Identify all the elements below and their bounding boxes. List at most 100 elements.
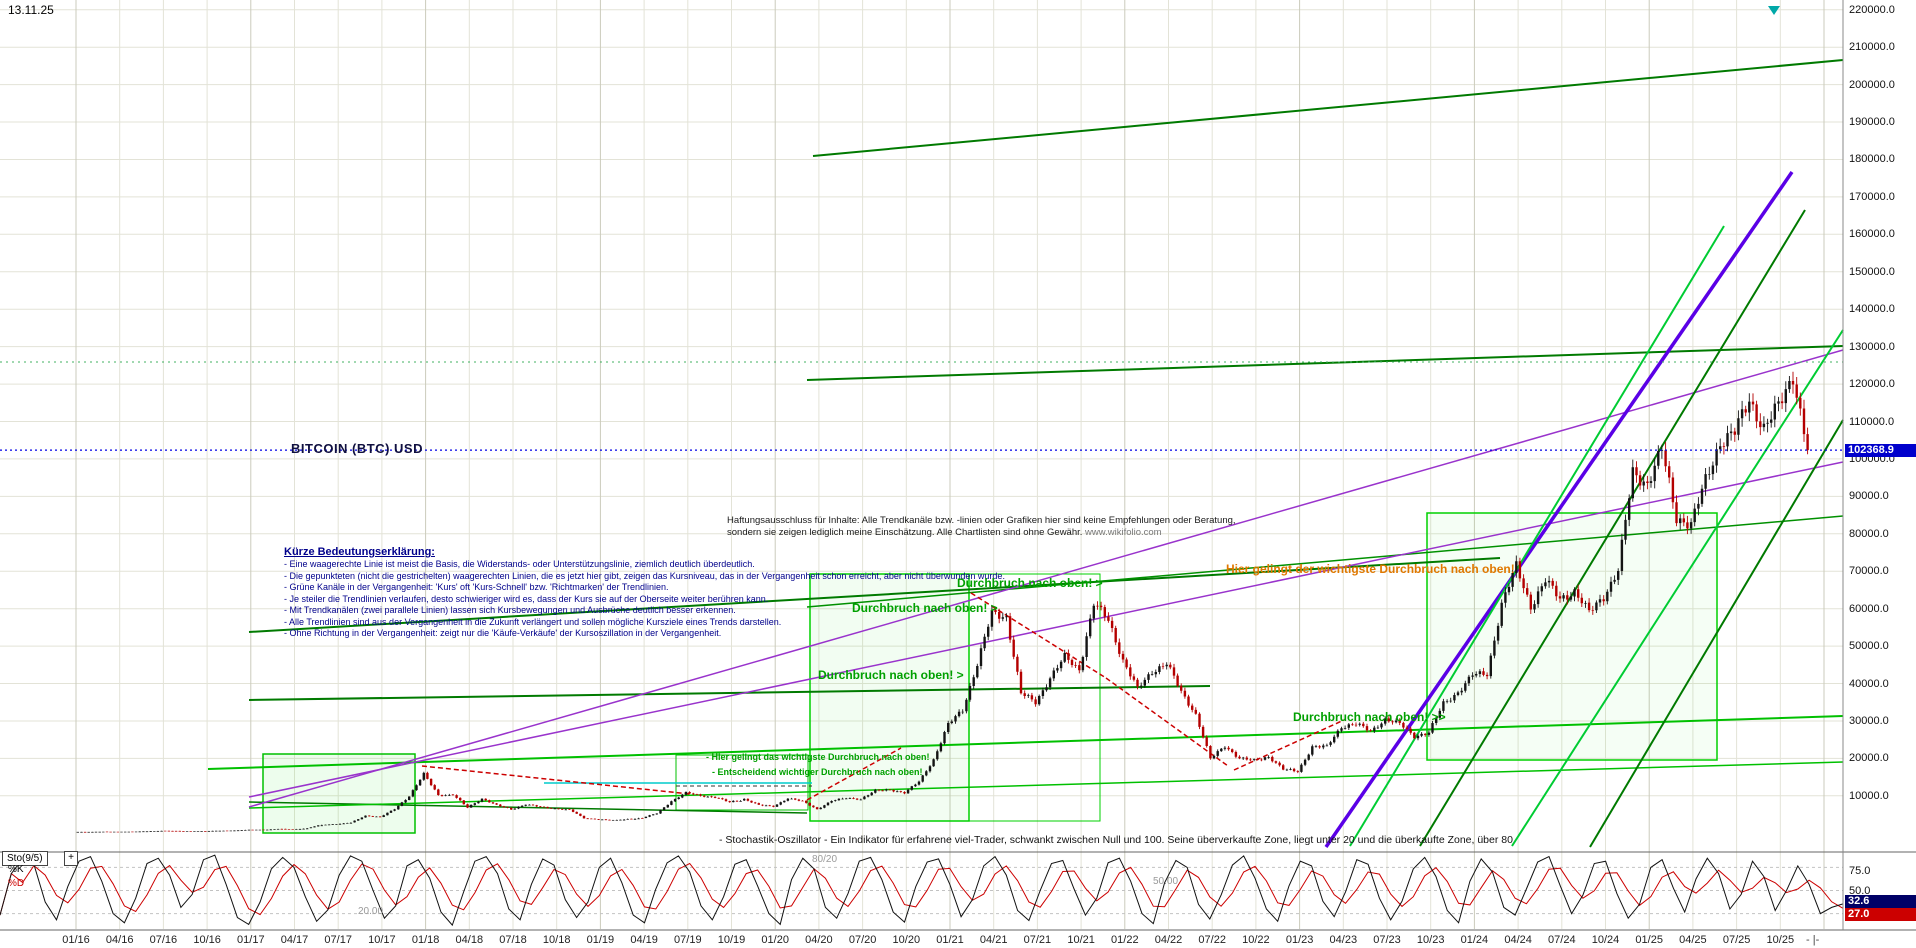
price-axis-label: 210000.0: [1849, 41, 1895, 53]
x-axis-label: 04/18: [455, 934, 484, 946]
x-axis-label: 07/21: [1023, 934, 1052, 946]
price-axis[interactable]: 220000.0 210000.0 200000.0 190000.0 180000.0…: [1845, 0, 1915, 852]
x-axis-label: 10/20: [892, 934, 921, 946]
x-axis-label: 07/16: [149, 934, 178, 946]
stochastic-level-text: 50.00: [1153, 876, 1179, 887]
price-axis-label: 50000.0: [1849, 640, 1889, 652]
price-axis-label: 150000.0: [1849, 266, 1895, 278]
price-axis-label: 120000.0: [1849, 378, 1895, 390]
x-axis-label: 10/16: [193, 934, 221, 946]
x-axis-label: 04/16: [105, 934, 134, 946]
legend-block: Kürze Bedeutungserklärung: - Eine waager…: [284, 546, 1005, 640]
stochastic-level-text: 80/20: [812, 854, 838, 865]
legend-line: - Grüne Kanäle in der Vergangenheit: 'Ku…: [284, 582, 669, 592]
x-axis-label: 04/21: [979, 934, 1008, 946]
x-axis-label: 01/24: [1460, 934, 1489, 946]
legend-line: - Die gepunkteten (nicht die gestrichelt…: [284, 570, 1005, 581]
stochastic-scale-label: 50.0: [1849, 885, 1871, 897]
disclaimer-line1: Haftungsausschluss für Inhalte: Alle Tre…: [727, 515, 1236, 526]
chart-title: BITCOIN (BTC) USD: [291, 441, 423, 456]
x-axis-label: 10/23: [1416, 934, 1445, 946]
add-indicator-button[interactable]: +: [64, 851, 78, 866]
x-axis-label: 10/19: [717, 934, 746, 946]
x-axis-label: 10/21: [1067, 934, 1095, 946]
legend-line: - Ohne Richtung in der Vergangenheit: ze…: [284, 628, 722, 638]
percent-k-label: %K: [8, 864, 24, 875]
percent-d-label: %D: [8, 878, 25, 889]
legend-line: - Alle Trendlinien sind aus der Vergange…: [284, 616, 782, 627]
breakout-annotation: Hier gelingt der wichtigste Durchbruch n…: [1226, 562, 1515, 576]
disclaimer: Haftungsausschluss für Inhalte: Alle Tre…: [727, 515, 1236, 539]
legend-title: Kürze Bedeutungserklärung:: [284, 546, 435, 558]
price-axis-label: 220000.0: [1849, 4, 1895, 16]
price-axis-label: 30000.0: [1849, 715, 1889, 727]
x-axis-label: 07/19: [674, 934, 702, 946]
price-axis-label: 20000.0: [1849, 752, 1889, 764]
x-axis-label: 01/22: [1111, 934, 1139, 946]
breakout-annotation: - Hier gelingt das wichtigste Durchbruch…: [706, 752, 930, 762]
price-axis-label: 60000.0: [1849, 603, 1889, 615]
disclaimer-url[interactable]: www.wikifolio.com: [1085, 527, 1162, 538]
price-axis-label: 80000.0: [1849, 528, 1889, 540]
x-axis-label: 01/16: [62, 934, 90, 946]
x-axis-label: 10/22: [1242, 934, 1270, 946]
price-axis-label: 90000.0: [1849, 490, 1889, 502]
price-axis-label: 70000.0: [1849, 565, 1889, 577]
stochastic-caption: - Stochastik-Oszillator - Ein Indikator …: [719, 834, 1513, 846]
x-axis-label: 07/18: [499, 934, 527, 946]
x-axis-label: 01/21: [936, 934, 964, 946]
axis-end-marks: - |-: [1806, 934, 1820, 946]
breakout-annotation: Durchbruch nach oben! >: [818, 668, 964, 682]
x-axis-label: 07/22: [1198, 934, 1226, 946]
stochastic-level-text: 20.00: [358, 906, 384, 917]
stochastic-indicator-button[interactable]: Sto(9/5): [2, 851, 48, 866]
legend-line: - Mit Trendkanälen (zwei parallele Linie…: [284, 605, 736, 615]
breakout-annotation: Durchbruch nach oben! >: [957, 576, 1103, 590]
x-axis-label: 10/17: [368, 934, 396, 946]
legend-line: - Eine waagerechte Linie ist meist die B…: [284, 559, 755, 569]
x-axis-label: 01/19: [586, 934, 615, 946]
x-axis-label: 07/24: [1548, 934, 1576, 946]
x-axis-label: 07/20: [848, 934, 877, 946]
price-axis-label: 10000.0: [1849, 790, 1889, 802]
x-axis-label: 04/23: [1329, 934, 1358, 946]
x-axis-label: 01/20: [761, 934, 789, 946]
price-axis-label: 180000.0: [1849, 153, 1895, 165]
x-axis-label: 04/20: [805, 934, 833, 946]
price-axis-label: 130000.0: [1849, 341, 1895, 353]
price-axis-label: 40000.0: [1849, 678, 1889, 690]
breakout-annotation: Durchbruch nach oben! >>: [1293, 710, 1446, 724]
current-price-badge: 102368.9: [1845, 444, 1916, 457]
x-axis-label: 07/25: [1722, 934, 1751, 946]
price-axis-label: 200000.0: [1849, 79, 1895, 91]
x-axis-label: 10/24: [1591, 934, 1620, 946]
x-axis-label: 07/23: [1373, 934, 1401, 946]
x-axis-label: 10/25: [1766, 934, 1795, 946]
x-axis-label: 01/25: [1635, 934, 1663, 946]
breakout-annotation: - Entscheidend wichtiger Durchbruch nach…: [712, 767, 923, 777]
x-axis-label: 07/17: [324, 934, 352, 946]
x-axis-label: 04/19: [630, 934, 658, 946]
x-axis-label: 01/17: [237, 934, 265, 946]
x-axis-label: 01/18: [411, 934, 440, 946]
disclaimer-line2: sondern sie zeigen lediglich meine Einsc…: [727, 527, 1083, 538]
legend-line: - Je steiler die Trendlinien verlaufen, …: [284, 593, 769, 604]
stochastic-d-badge: 27.0: [1845, 908, 1916, 921]
x-axis-label: 04/17: [280, 934, 309, 946]
price-axis-label: 170000.0: [1849, 191, 1895, 203]
x-axis-label: 04/22: [1154, 934, 1183, 946]
price-axis-label: 190000.0: [1849, 116, 1895, 128]
price-axis-label: 160000.0: [1849, 228, 1895, 240]
x-axis-label: 04/25: [1679, 934, 1707, 946]
stochastic-k-badge: 32.6: [1845, 895, 1916, 908]
x-axis-label: 01/23: [1285, 934, 1314, 946]
time-axis[interactable]: 01/16 04/16 07/16 10/16 01/17 04/17 07/17 10/17…: [0, 932, 1916, 948]
price-axis-label: 110000.0: [1849, 416, 1895, 428]
legend-lines: - Eine waagerechte Linie ist meist die B…: [284, 559, 1005, 640]
stochastic-scale-label: 75.0: [1849, 865, 1871, 877]
date-label: 13.11.25: [8, 3, 54, 17]
price-axis-label: 140000.0: [1849, 303, 1895, 315]
